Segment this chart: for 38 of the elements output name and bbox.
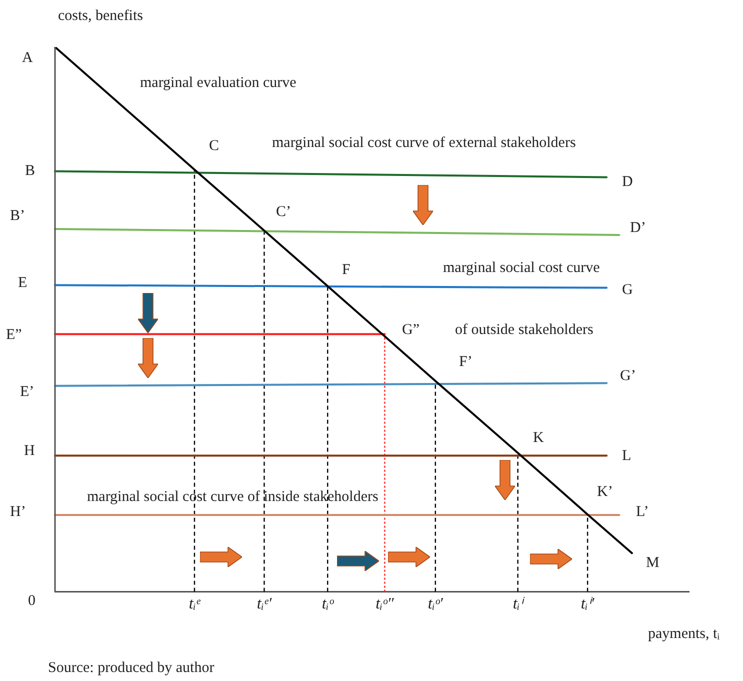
- annotation: K: [533, 430, 544, 446]
- annotation: marginal social cost curve: [443, 260, 600, 276]
- text: E’: [20, 384, 34, 400]
- annotation: of outside stakeholders: [455, 322, 594, 338]
- annotation: D: [622, 174, 633, 190]
- source-note: Source: produced by author: [48, 660, 214, 676]
- annotation: G: [622, 282, 633, 298]
- y-axis-title: costs, benefits: [58, 8, 143, 25]
- annotation: G”: [402, 322, 420, 338]
- annotation: F: [342, 262, 350, 278]
- x-tick-label: tᵢᵒ′: [428, 596, 444, 613]
- x-tick-label: tᵢᵉ: [188, 596, 201, 613]
- annotation: D’: [630, 220, 646, 236]
- annotation: L: [622, 448, 632, 464]
- annotation: marginal social cost curve of external stakeholders: [272, 134, 576, 151]
- x-tick-label: tᵢᵒ″: [376, 596, 394, 613]
- text: A: [22, 50, 33, 66]
- x-tick-label: tᵢᵒ: [322, 596, 335, 613]
- annotation: F’: [459, 354, 472, 370]
- annotation: C: [209, 138, 220, 154]
- text: B’: [10, 208, 25, 224]
- text: B: [25, 162, 36, 179]
- annotation: K’: [597, 484, 613, 500]
- annotation: M: [646, 554, 660, 571]
- text: 0: [28, 592, 36, 609]
- x-tick-label: tᵢᵉ′: [256, 596, 272, 613]
- text: H: [24, 442, 35, 459]
- annotation: marginal social cost curve of inside stakeholders: [87, 488, 378, 505]
- x-tick-label: tᵢⁱ: [512, 596, 525, 613]
- text: E: [18, 274, 28, 291]
- annotation: G’: [620, 368, 636, 384]
- x-tick-label: tᵢⁱ′: [580, 596, 595, 613]
- x-axis-title: payments, tᵢ: [648, 626, 720, 643]
- annotation: L’: [636, 504, 649, 520]
- annotation: C’: [276, 204, 291, 220]
- annotation: marginal evaluation curve: [140, 74, 297, 91]
- text: E”: [6, 326, 22, 343]
- text: H’: [10, 504, 26, 520]
